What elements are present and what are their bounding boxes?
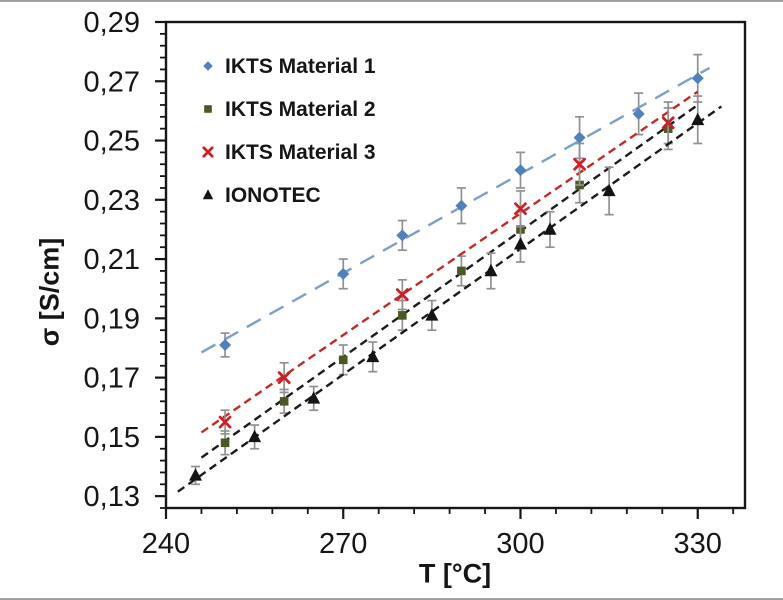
diamond-marker-icon (573, 131, 586, 144)
legend-label: IKTS Material 3 (225, 141, 376, 164)
diamond-marker-icon (514, 164, 527, 177)
triangle-marker-icon (691, 112, 705, 126)
figure-border-top (0, 0, 783, 2)
diamond-marker-icon (337, 267, 350, 280)
triangle-marker-icon (307, 391, 321, 404)
diamond-marker-icon (396, 229, 409, 242)
legend-item-ikts-material-1: IKTS Material 1 (203, 55, 376, 78)
x-marker-icon (661, 116, 675, 130)
x-marker-icon (573, 157, 586, 171)
x-marker-icon (395, 288, 409, 302)
y-tick-label: 0,17 (84, 363, 140, 395)
y-tick-label: 0,25 (84, 126, 140, 158)
y-tick-label: 0,21 (84, 244, 140, 276)
y-tick-label: 0,29 (84, 7, 140, 39)
x-axis-title: T [°C] (418, 558, 492, 589)
legend-label: IKTS Material 2 (225, 98, 376, 121)
triangle-marker-icon (513, 237, 527, 250)
axis-ticks (155, 20, 735, 519)
diamond-marker-icon (219, 339, 232, 352)
x-marker-icon (277, 371, 291, 385)
series-ikts-material-3 (200, 90, 699, 435)
square-marker-icon (457, 266, 466, 276)
square-marker-icon (204, 105, 212, 113)
y-tick-label: 0,13 (84, 481, 140, 513)
y-tick-label: 0,27 (84, 66, 140, 98)
plot-area (164, 20, 747, 510)
triangle-marker-icon (366, 349, 380, 363)
y-tick-label: 0,15 (84, 422, 140, 454)
triangle-marker-icon (189, 468, 203, 481)
diamond-marker-icon (203, 61, 213, 71)
x-tick-label: 270 (319, 528, 367, 560)
triangle-marker-icon (202, 189, 214, 200)
legend-item-ikts-material-3: IKTS Material 3 (202, 141, 376, 164)
legend-item-ikts-material-2: IKTS Material 2 (204, 98, 376, 121)
legend-label: IKTS Material 1 (225, 55, 376, 78)
diamond-marker-icon (632, 107, 645, 120)
x-tick-label: 300 (496, 528, 544, 560)
legend-item-ionotec: IONOTEC (202, 184, 321, 207)
legend: IKTS Material 1 IKTS Material 2 IKTS Mater… (202, 55, 376, 207)
triangle-marker-icon (425, 308, 439, 321)
square-marker-icon (338, 355, 348, 365)
trend-line (200, 103, 699, 459)
diamond-marker-icon (691, 72, 704, 85)
triangle-marker-icon (248, 429, 262, 443)
y-tick-label: 0,23 (84, 185, 140, 217)
square-marker-icon (279, 397, 289, 406)
square-marker-icon (398, 311, 407, 320)
x-marker-icon (218, 415, 232, 429)
y-tick-label: 0,19 (84, 303, 140, 335)
legend-label: IONOTEC (225, 184, 321, 207)
x-marker-icon (514, 202, 527, 216)
triangle-marker-icon (543, 222, 557, 235)
square-marker-icon (220, 438, 230, 448)
y-axis-title: σ [S/cm] (34, 237, 65, 347)
x-tick-label: 330 (674, 528, 722, 560)
series-ionotec (177, 95, 723, 493)
x-marker-icon (202, 146, 214, 158)
trend-line (200, 90, 699, 434)
triangle-marker-icon (602, 183, 616, 197)
diamond-marker-icon (455, 199, 468, 212)
trend-line (200, 66, 711, 354)
x-tick-label: 240 (142, 528, 190, 560)
figure-border-bottom (0, 598, 783, 600)
trend-line (177, 105, 723, 493)
tick-labels: 240 270 300 330 0,13 0,15 0,17 0,19 0,21 0,23 0,25… (84, 7, 722, 560)
triangle-marker-icon (484, 263, 498, 277)
